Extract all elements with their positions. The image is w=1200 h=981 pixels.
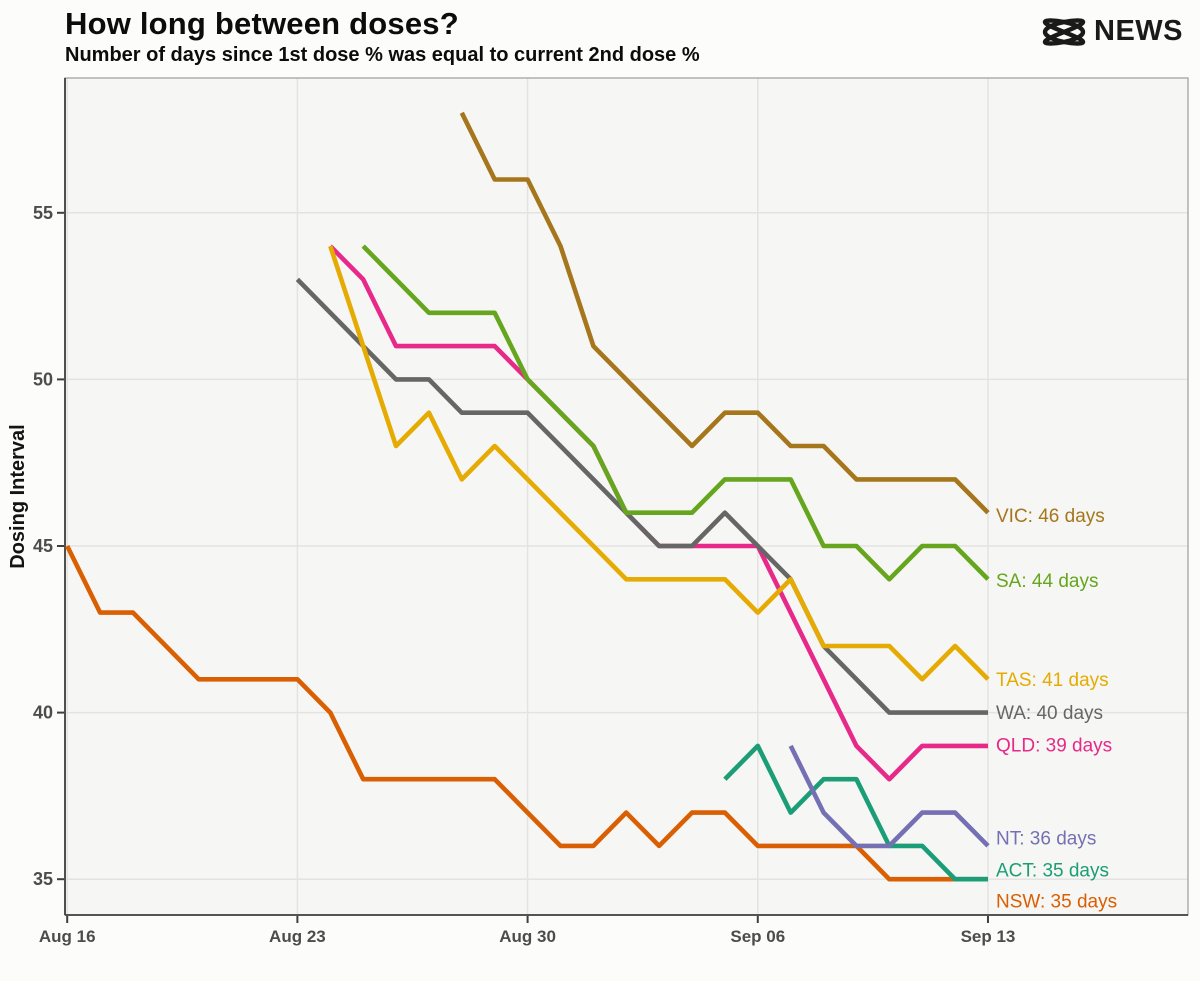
y-tick-label-55: 55 [33,203,53,223]
series-label-nsw: NSW: 35 days [996,892,1117,913]
abc-lissajous-path [1042,17,1086,46]
series-label-qld: QLD: 39 days [996,735,1112,756]
series-label-wa: WA: 40 days [996,703,1103,724]
x-tick-label-aug-23: Aug 23 [269,927,326,946]
y-tick-label-50: 50 [33,369,53,389]
series-line-wa [295,277,988,715]
series-line-act [723,743,988,882]
series-line-nsw [65,544,988,882]
brand-text: NEWS [1094,15,1183,47]
abc-lissajous-icon [1042,17,1086,46]
abc-news-logo: NEWS [1041,15,1183,48]
x-tick-label-aug-16: Aug 16 [39,927,96,946]
series-label-tas: TAS: 41 days [996,670,1109,691]
series-line-tas [328,245,990,682]
series-line-vic [459,111,990,515]
series-label-nt: NT: 36 days [996,828,1096,849]
plot-panel [65,78,1188,915]
x-tick-label-sep-13: Sep 13 [961,927,1016,946]
series-line-sa [361,244,990,582]
page-title: How long between doses? [65,6,459,41]
y-tick-label-40: 40 [33,703,53,723]
series-label-sa: SA: 44 days [996,571,1098,592]
series-line-nt [788,744,990,849]
series-label-vic: VIC: 46 days [996,506,1105,527]
series-label-act: ACT: 35 days [996,861,1109,882]
x-tick-label-sep-06: Sep 06 [730,927,785,946]
y-axis-title: Dosing Interval [7,424,29,568]
y-tick-label-45: 45 [33,536,53,556]
x-tick-label-aug-30: Aug 30 [499,927,556,946]
y-tick-label-35: 35 [33,869,53,889]
page-subtitle: Number of days since 1st dose % was equa… [65,44,700,66]
